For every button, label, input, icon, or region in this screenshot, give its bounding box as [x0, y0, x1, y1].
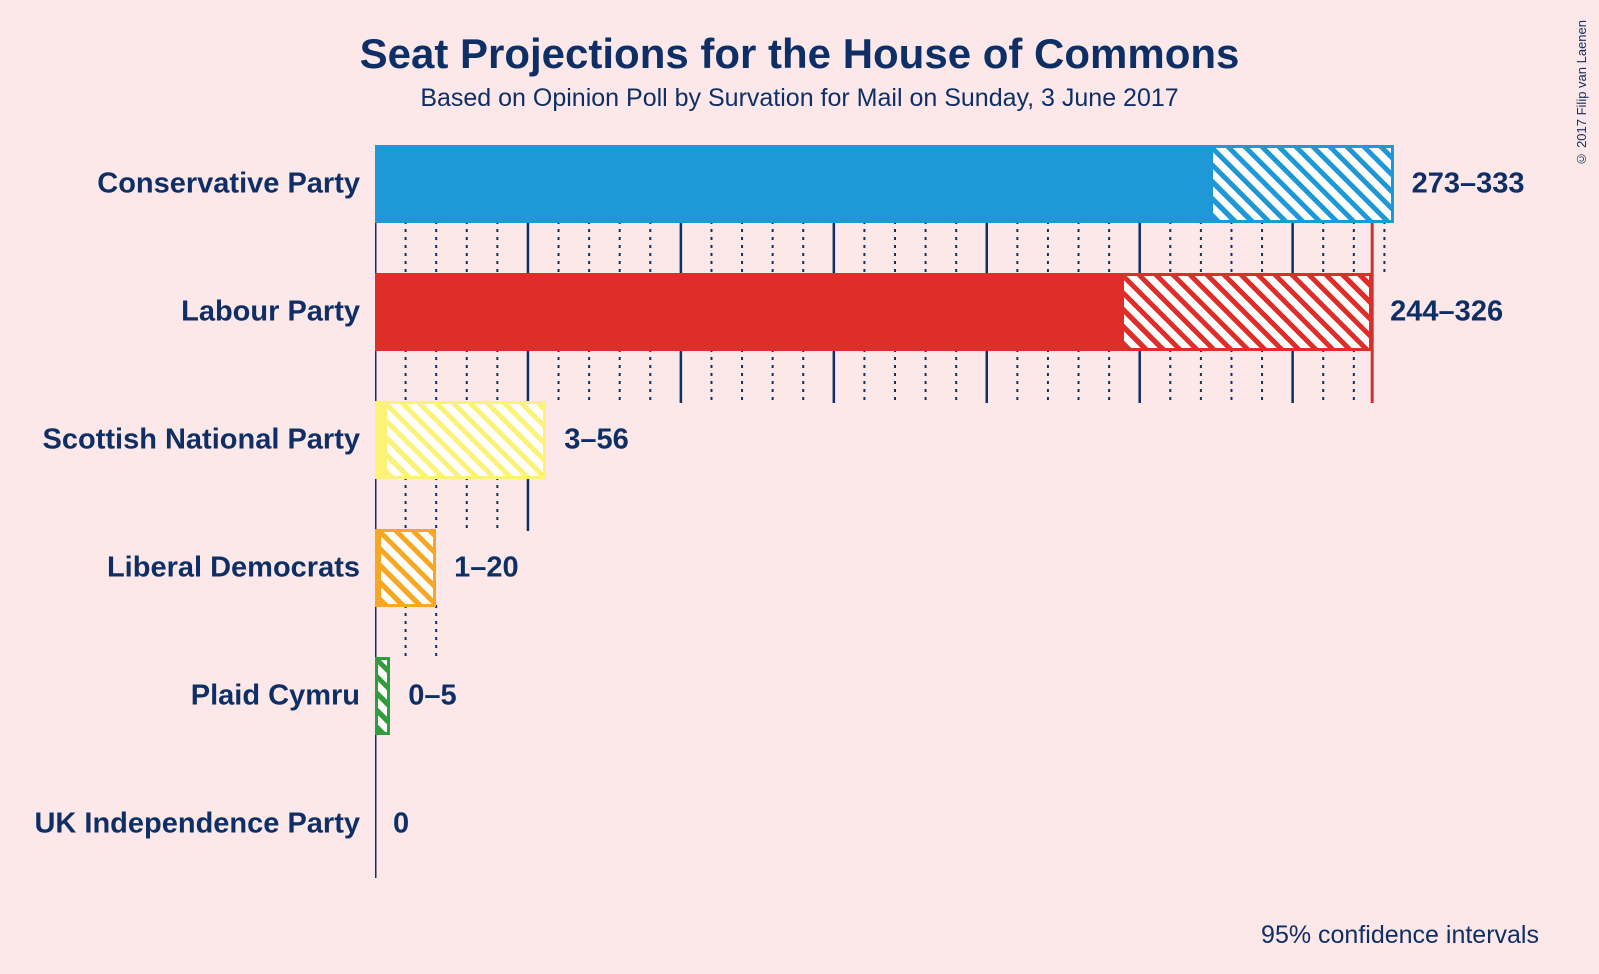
bar-low-segment [375, 401, 384, 479]
bar-value-label: 273–333 [1412, 168, 1525, 201]
footer-note: 95% confidence intervals [1261, 921, 1539, 950]
copyright-label: © 2017 Filip van Laenen [1574, 20, 1589, 167]
party-label: Conservative Party [0, 168, 360, 201]
bar-confidence-segment [1210, 145, 1394, 223]
bar-value-label: 0 [393, 808, 409, 841]
bar-low-segment [375, 145, 1210, 223]
chart-gridlines [375, 145, 1415, 895]
bar-confidence-segment [1121, 273, 1372, 351]
party-label: Liberal Democrats [0, 552, 360, 585]
bar-low-segment [375, 273, 1121, 351]
bar-value-label: 244–326 [1390, 296, 1503, 329]
bar-value-label: 1–20 [454, 552, 519, 585]
chart-plot-area: Conservative Party273–333 Labour Party244… [375, 145, 1415, 895]
bar-row: Liberal Democrats1–20 [375, 529, 1415, 607]
chart-title: Seat Projections for the House of Common… [0, 0, 1599, 78]
bar-row: Labour Party244–326 [375, 273, 1415, 351]
bar-row: Scottish National Party3–56 [375, 401, 1415, 479]
bar-confidence-segment [384, 401, 546, 479]
chart-subtitle: Based on Opinion Poll by Survation for M… [0, 78, 1599, 113]
party-label: Plaid Cymru [0, 680, 360, 713]
bar-row: Conservative Party273–333 [375, 145, 1415, 223]
bar-confidence-segment [375, 657, 390, 735]
party-label: Labour Party [0, 296, 360, 329]
bar-confidence-segment [378, 529, 436, 607]
party-label: UK Independence Party [0, 808, 360, 841]
party-label: Scottish National Party [0, 424, 360, 457]
bar-row: Plaid Cymru0–5 [375, 657, 1415, 735]
bar-value-label: 0–5 [408, 680, 456, 713]
bar-value-label: 3–56 [564, 424, 629, 457]
bar-row: UK Independence Party0 [375, 785, 1415, 863]
